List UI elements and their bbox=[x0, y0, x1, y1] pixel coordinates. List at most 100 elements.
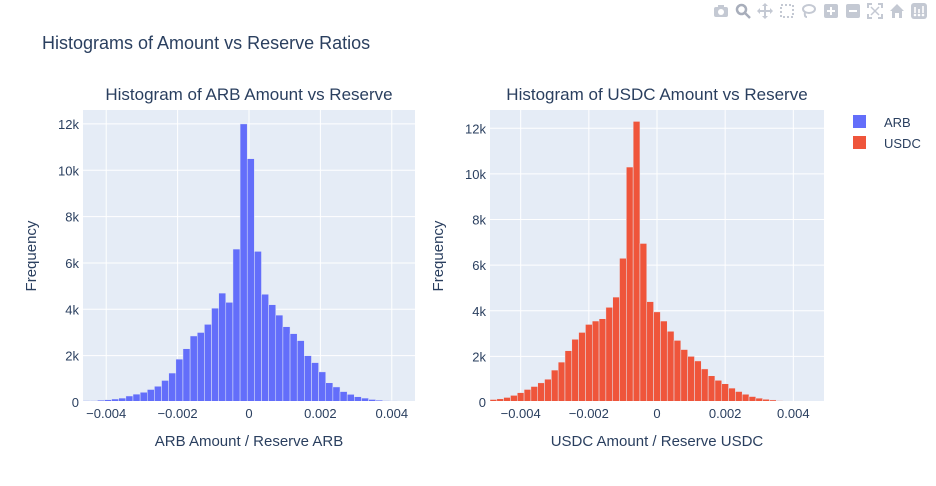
histogram-bar bbox=[714, 380, 723, 402]
subplot-title: Histogram of USDC Amount vs Reserve bbox=[506, 85, 807, 104]
histogram-bar bbox=[182, 348, 191, 402]
histogram-bar bbox=[189, 335, 198, 402]
y-tick-label: 0 bbox=[72, 395, 79, 410]
plotly-logo-icon[interactable] bbox=[910, 2, 928, 20]
histogram-bar bbox=[619, 258, 627, 402]
autoscale-icon[interactable] bbox=[866, 2, 884, 20]
legend-label: ARB bbox=[884, 115, 911, 130]
histogram-bar bbox=[721, 383, 729, 402]
histogram-bar bbox=[204, 324, 212, 402]
histogram-bar bbox=[196, 332, 205, 402]
histogram-bar bbox=[728, 387, 736, 402]
legend-swatch bbox=[853, 136, 866, 149]
histogram-bar bbox=[585, 324, 593, 402]
x-tick-label: 0 bbox=[245, 406, 252, 421]
y-tick-label: 2k bbox=[472, 349, 486, 364]
histogram-bar bbox=[523, 389, 532, 402]
histogram-bar bbox=[598, 318, 607, 402]
y-axis-title: Frequency bbox=[23, 220, 40, 291]
x-tick-label: −0.004 bbox=[86, 406, 126, 421]
histogram-bar bbox=[660, 320, 668, 402]
bars-arb bbox=[83, 123, 412, 402]
histogram-bar bbox=[735, 391, 743, 402]
subplot-title: Histogram of ARB Amount vs Reserve bbox=[105, 85, 392, 104]
histogram-bar bbox=[680, 349, 688, 402]
zoom-in-icon[interactable] bbox=[822, 2, 840, 20]
histogram-bar bbox=[275, 314, 284, 402]
y-tick-label: 12k bbox=[58, 117, 79, 132]
histogram-bar bbox=[346, 394, 355, 402]
histogram-bar bbox=[632, 121, 641, 402]
histogram-bar bbox=[325, 382, 334, 402]
pan-icon[interactable] bbox=[756, 2, 774, 20]
y-tick-label: 6k bbox=[65, 256, 79, 271]
histogram-bar bbox=[261, 293, 269, 402]
histogram-bar bbox=[707, 375, 716, 402]
histogram-bar bbox=[530, 386, 538, 402]
y-axis-title: Frequency bbox=[430, 220, 447, 291]
histogram-bar bbox=[168, 372, 177, 402]
y-tick-label: 8k bbox=[472, 213, 486, 228]
histogram-bar bbox=[701, 368, 709, 402]
y-tick-label: 10k bbox=[58, 163, 79, 178]
histogram-bar bbox=[646, 301, 654, 402]
x-tick-label: 0 bbox=[653, 406, 660, 421]
histogram-bar bbox=[666, 331, 675, 402]
histogram-bar bbox=[246, 158, 255, 402]
histogram-bar bbox=[296, 340, 305, 402]
subplot-arb: 0 2k 4k 6k 8k 10k 12k −0.004 −0.002 0 0.002 0.004 Hi… bbox=[23, 85, 415, 450]
histogram-bar bbox=[268, 304, 277, 402]
x-axis-title: ARB Amount / Reserve ARB bbox=[155, 433, 343, 450]
histogram-bar bbox=[332, 386, 341, 402]
histogram-bar bbox=[551, 369, 559, 402]
modebar bbox=[712, 2, 928, 20]
histogram-bar bbox=[537, 382, 545, 402]
x-tick-label: −0.002 bbox=[158, 406, 198, 421]
legend: ARB USDC bbox=[853, 115, 921, 151]
histogram-bar bbox=[225, 302, 234, 402]
x-axis-title: USDC Amount / Reserve USDC bbox=[551, 433, 764, 450]
figure-title: Histograms of Amount vs Reserve Ratios bbox=[42, 33, 371, 53]
histogram-bar bbox=[653, 311, 661, 402]
y-tick-label: 6k bbox=[472, 258, 486, 273]
histogram-bar bbox=[639, 243, 648, 402]
y-tick-label: 10k bbox=[465, 167, 486, 182]
histogram-bar bbox=[175, 358, 184, 402]
histogram-bar bbox=[694, 360, 702, 402]
home-icon[interactable] bbox=[888, 2, 906, 20]
histogram-bar bbox=[211, 307, 219, 402]
zoom-out-icon[interactable] bbox=[844, 2, 862, 20]
histogram-bar bbox=[147, 389, 155, 402]
zoom-icon[interactable] bbox=[734, 2, 752, 20]
camera-icon[interactable] bbox=[712, 2, 730, 20]
bars-usdc bbox=[490, 121, 824, 402]
x-tick-label: 0.002 bbox=[709, 406, 742, 421]
histogram-bar bbox=[232, 248, 241, 402]
x-tick-label: 0.004 bbox=[376, 406, 409, 421]
legend-label: USDC bbox=[884, 136, 921, 151]
histogram-bar bbox=[578, 332, 586, 402]
y-tick-label: 0 bbox=[479, 395, 486, 410]
histogram-bar bbox=[161, 380, 169, 402]
x-tick-label: 0.002 bbox=[304, 406, 337, 421]
histogram-bar bbox=[304, 355, 312, 402]
histogram-bar bbox=[311, 362, 319, 402]
y-tick-label: 4k bbox=[472, 304, 486, 319]
histogram-bar bbox=[612, 296, 620, 402]
histogram-bar bbox=[154, 385, 162, 402]
histogram-bar bbox=[571, 339, 579, 402]
x-tick-label: −0.002 bbox=[569, 406, 609, 421]
histogram-bar bbox=[605, 307, 613, 402]
histogram-bar bbox=[289, 333, 298, 402]
box-select-icon[interactable] bbox=[778, 2, 796, 20]
histogram-bar bbox=[318, 371, 327, 402]
x-tick-label: −0.004 bbox=[501, 406, 541, 421]
y-tick-label: 4k bbox=[65, 302, 79, 317]
histogram-bar bbox=[139, 392, 148, 402]
x-tick-label: 0.004 bbox=[777, 406, 810, 421]
histogram-bar bbox=[687, 356, 695, 402]
lasso-icon[interactable] bbox=[800, 2, 818, 20]
histogram-bar bbox=[673, 340, 682, 402]
histogram-bar bbox=[239, 123, 248, 402]
